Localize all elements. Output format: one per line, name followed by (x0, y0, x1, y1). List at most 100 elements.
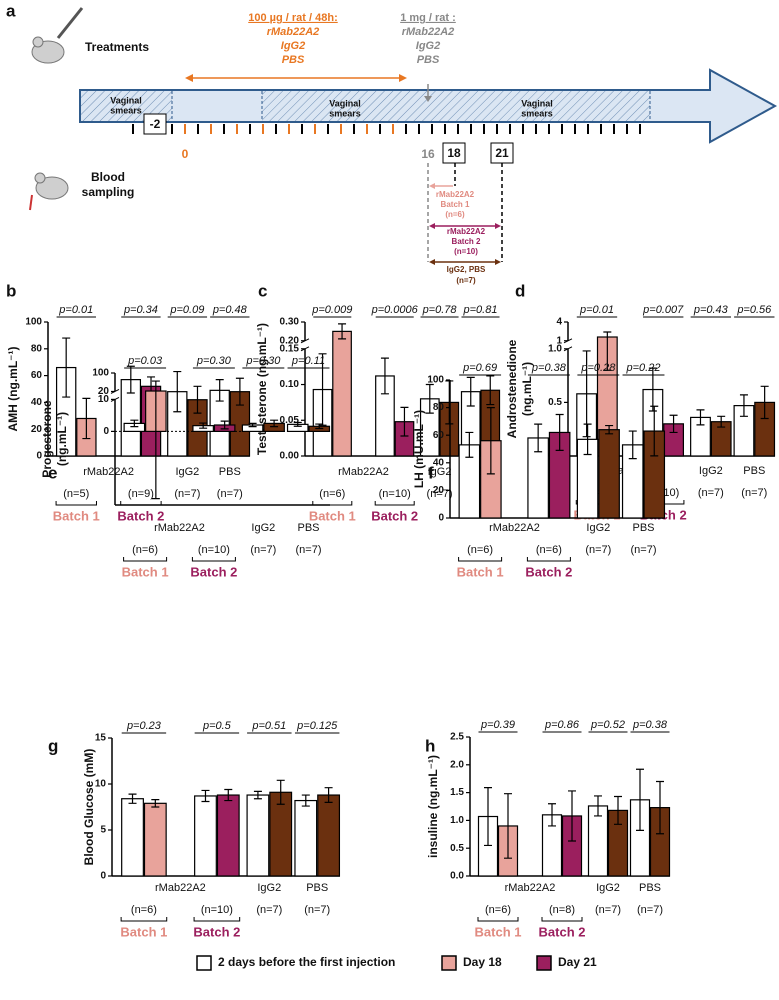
panel-letter: f (428, 463, 434, 482)
bracket (374, 501, 415, 506)
error-bar (193, 385, 202, 414)
mouse-ear (34, 172, 46, 184)
p-value: p=0.09 (169, 304, 204, 316)
y-tick-label: 0.0 (450, 871, 464, 882)
group-label: PBS (219, 466, 241, 478)
bracket (193, 917, 241, 922)
panel-letter: h (425, 736, 435, 755)
p-value: p=0.11 (291, 355, 325, 367)
error-bar (276, 779, 285, 805)
batch-label: Batch 2 (371, 508, 418, 523)
p-value: p=0.39 (480, 719, 515, 731)
p-value: p=0.009 (311, 304, 352, 316)
p-value: p=0.01 (58, 304, 93, 316)
label: Blood (91, 170, 125, 184)
n-label: (n=7) (585, 544, 611, 556)
error-bar (484, 786, 492, 847)
error-bar (603, 331, 612, 371)
error-bar (582, 350, 591, 438)
bracket (123, 557, 168, 562)
p-value: p=0.86 (544, 719, 580, 731)
y-axis-label: insuline (ng.mL⁻¹) (426, 755, 440, 858)
y-tick-label: 20 (98, 386, 110, 397)
p-value: p=0.30 (196, 355, 232, 367)
legend: 2 days before the first injection Day 18 D… (196, 955, 597, 971)
y-tick-label: 1 (556, 335, 562, 346)
n-label: (n=6) (131, 904, 157, 916)
n-label: (n=10) (379, 488, 411, 500)
n-label: (n=6) (536, 544, 562, 556)
y-tick-label: 0.30 (280, 317, 300, 328)
y-tick-label: 60 (433, 430, 445, 441)
y-tick-label: 0.5 (450, 843, 464, 854)
legend-swatch (441, 955, 457, 971)
mouse-ear (32, 36, 44, 48)
y-tick-label: 60 (31, 370, 43, 381)
bracket (477, 917, 519, 922)
error-bar (696, 409, 705, 426)
bracket (541, 917, 583, 922)
error-bar (760, 385, 769, 420)
n-label: (n=7) (304, 904, 330, 916)
error-bar (486, 407, 495, 475)
n-label: (n=7) (595, 904, 621, 916)
group-label: rMab22A2 (155, 882, 206, 894)
n-label: (n=6) (132, 544, 158, 556)
bracket (312, 501, 353, 506)
error-bar (173, 370, 182, 413)
y-axis-label: AMH (ng.mL⁻¹) (6, 347, 20, 432)
p-value: p=0.23 (126, 720, 162, 732)
p-value: p=0.51 (251, 720, 286, 732)
batch-label: Batch 2 (190, 564, 237, 579)
batch-label: Batch 2 (539, 924, 586, 939)
error-bar (425, 383, 434, 414)
y-tick-label: 1.0 (548, 343, 562, 354)
group-label: rMab22A2 (83, 466, 134, 478)
y-tick-label: 0 (103, 426, 109, 437)
y-tick-label: 20 (433, 485, 445, 496)
panel-letter: b (6, 281, 16, 300)
group-label: PBS (632, 522, 654, 534)
n-label: (n=6) (485, 904, 511, 916)
smear-label: Vaginal (329, 98, 361, 108)
n-label: (n=7) (741, 487, 767, 499)
batch-label: Batch 1 (309, 508, 356, 523)
arrow-head (429, 183, 435, 189)
error-bar (583, 423, 592, 456)
n-label: (n=7) (217, 488, 243, 500)
dose-item: rMab22A2 (402, 26, 455, 38)
y-tick-label: 100 (25, 317, 42, 328)
p-value: p=0.125 (296, 720, 338, 732)
error-bar (605, 424, 614, 435)
y-tick-label: 0 (36, 451, 42, 462)
error-bar (568, 790, 576, 842)
error-bar (338, 323, 347, 340)
p-value: p=0.38 (632, 719, 668, 731)
syringe (56, 7, 84, 39)
batch-label: Batch 2 (525, 564, 572, 579)
error-bar (201, 789, 210, 803)
y-tick-label: 0 (100, 871, 106, 882)
window-label: Batch 1 (441, 200, 470, 209)
batch-label: Batch 1 (457, 564, 504, 579)
bar (317, 794, 341, 877)
p-value: p=0.69 (462, 362, 497, 374)
y-tick-label: 5 (100, 825, 106, 836)
bar (294, 799, 318, 877)
error-bar (318, 353, 327, 426)
dose-title: 1 mg / rat : (400, 12, 456, 24)
y-axis-label: LH (mU.mL⁻¹) (412, 410, 426, 488)
bar (143, 802, 167, 877)
window-label: (n=6) (445, 210, 465, 219)
p-value: p=0.01 (579, 304, 614, 316)
y-tick-label: 0.20 (280, 335, 300, 346)
mouse-icon (35, 176, 69, 200)
timeline-ticks (132, 124, 641, 134)
y-axis-label: Androstenedione (505, 339, 519, 438)
group-label: IgG2 (251, 522, 275, 534)
error-bar (669, 414, 678, 434)
